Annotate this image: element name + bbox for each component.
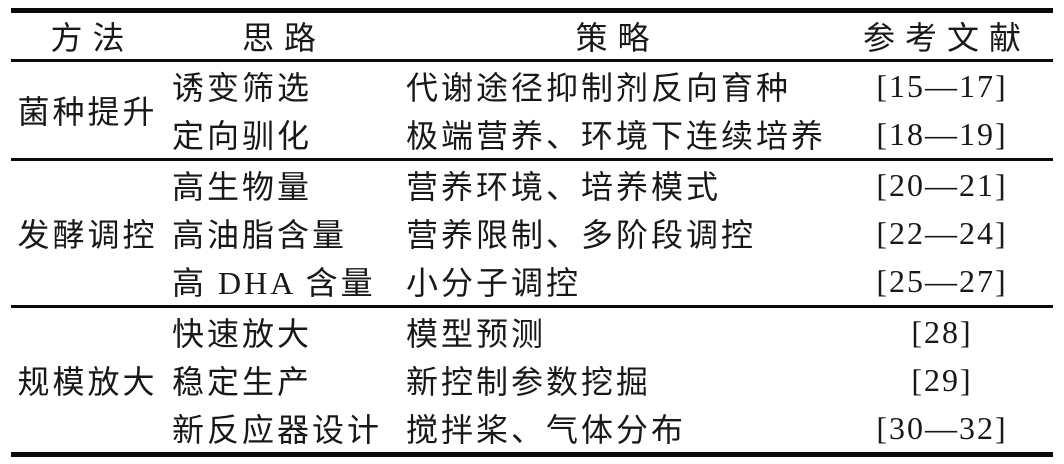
col-header-references: 参考文献 — [831, 10, 1053, 62]
table-row: 新反应器设计 搅拌桨、气体分布 [30—32] — [11, 404, 1053, 455]
references-cell: [20—21] — [831, 158, 1053, 209]
table-header: 方法 思路 策略 参考文献 — [11, 10, 1053, 62]
idea-cell: 高生物量 — [164, 158, 394, 209]
col-header-idea: 思路 — [164, 10, 394, 62]
strategy-cell: 营养环境、培养模式 — [394, 158, 831, 209]
references-cell: [28] — [831, 305, 1053, 356]
table-row: 规模放大 快速放大 模型预测 [28] — [11, 305, 1053, 455]
table-row: 高 DHA 含量 小分子调控 [25—27] — [11, 257, 1053, 307]
idea-cell: 高油脂含量 — [172, 217, 348, 253]
header-row: 方法 思路 策略 参考文献 — [11, 10, 1053, 62]
method-cell: 规模放大 — [11, 305, 164, 455]
strategy-cell: 代谢途径抑制剂反向育种 — [406, 70, 792, 106]
references-cell: [25—27] — [876, 262, 1008, 299]
idea-cell: 快速放大 — [164, 305, 394, 356]
col-header-strategy: 策略 — [394, 10, 831, 62]
references-cell: [22—24] — [876, 214, 1008, 251]
table-row: 稳定生产 新控制参数挖掘 [29] — [11, 356, 1053, 404]
idea-cell: 稳定生产 — [172, 364, 313, 400]
references-cell: [29] — [911, 361, 973, 398]
idea-cell: 新反应器设计 — [172, 412, 383, 448]
strategy-cell: 模型预测 — [394, 305, 831, 356]
table-row: 菌种提升 诱变筛选 代谢途径抑制剂反向育种 [15—17] — [11, 61, 1053, 131]
references-cell: [18—19] — [876, 115, 1008, 152]
idea-cell: 高 DHA 含量 — [172, 265, 376, 301]
col-header-method: 方法 — [11, 10, 164, 62]
strategy-cell: 小分子调控 — [406, 265, 582, 301]
references-cell: [30—32] — [876, 409, 1008, 446]
strategy-cell: 营养限制、多阶段调控 — [406, 217, 757, 253]
method-cell: 菌种提升 — [17, 94, 158, 130]
table-row: 发酵调控 高生物量 营养环境、培养模式 [20—21] — [11, 158, 1053, 307]
idea-cell: 诱变筛选 — [172, 70, 313, 106]
table-body: 菌种提升 诱变筛选 代谢途径抑制剂反向育种 [15—17] 定向驯化 极端营养、环境下连续… — [11, 61, 1053, 455]
strategy-cell: 搅拌桨、气体分布 — [406, 412, 687, 448]
table-row: 定向驯化 极端营养、环境下连续培养 [18—19] — [11, 110, 1053, 160]
method-cell: 发酵调控 — [11, 158, 164, 307]
methods-table: 方法 思路 策略 参考文献 菌种提升 诱变筛选 代谢途径抑制剂反向育种 [15—17]… — [11, 8, 1053, 457]
strategy-cell: 新控制参数挖掘 — [406, 364, 652, 400]
references-cell: [15—17] — [876, 67, 1008, 104]
idea-cell: 定向驯化 — [172, 118, 313, 154]
strategy-cell: 极端营养、环境下连续培养 — [406, 118, 827, 154]
table-row: 高油脂含量 营养限制、多阶段调控 [22—24] — [11, 209, 1053, 257]
